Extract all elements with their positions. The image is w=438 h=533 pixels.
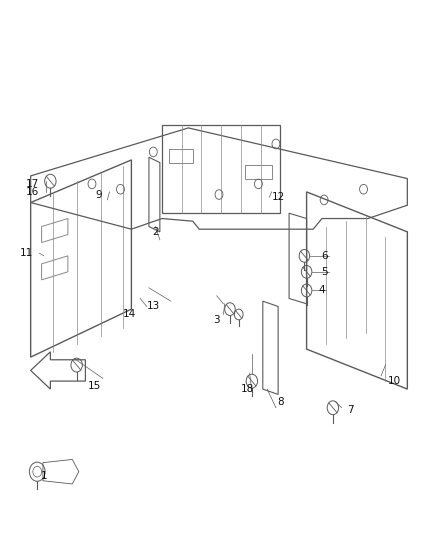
Text: 6: 6 [321, 251, 328, 261]
Text: 10: 10 [388, 376, 401, 386]
Text: 2: 2 [152, 227, 159, 237]
Text: 1: 1 [40, 471, 47, 481]
Text: 9: 9 [95, 190, 102, 199]
Text: 5: 5 [321, 267, 328, 277]
Text: 13: 13 [147, 302, 160, 311]
Text: 4: 4 [318, 286, 325, 295]
Text: 17: 17 [26, 179, 39, 189]
Text: 16: 16 [26, 187, 39, 197]
Text: 15: 15 [88, 382, 101, 391]
Text: 14: 14 [123, 310, 136, 319]
Text: 7: 7 [347, 406, 354, 415]
Text: 8: 8 [277, 398, 284, 407]
Text: 18: 18 [241, 384, 254, 394]
Text: 3: 3 [213, 315, 220, 325]
Text: 11: 11 [20, 248, 33, 258]
Text: 12: 12 [272, 192, 285, 202]
